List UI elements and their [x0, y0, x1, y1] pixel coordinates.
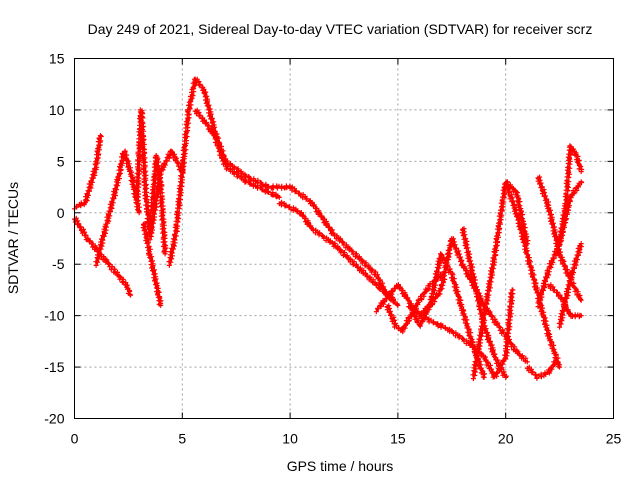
series-track-c: [93, 148, 142, 268]
series-track-b: [72, 215, 134, 298]
series-track-n: [406, 287, 516, 380]
series-track-q: [459, 226, 509, 380]
series-track-x: [556, 143, 585, 248]
marker-points: [276, 199, 397, 303]
x-tick-labels: 0 5 10 15 20 25: [71, 431, 622, 447]
x-tick-label: 20: [498, 431, 514, 447]
marker-points: [192, 76, 293, 191]
series-track-r: [470, 179, 531, 382]
x-tick-label: 5: [178, 431, 186, 447]
chart-title: Day 249 of 2021, Sidereal Day-to-day VTE…: [88, 21, 593, 37]
data-marks: [72, 76, 585, 382]
marker-points: [524, 359, 558, 381]
marker-points: [459, 226, 509, 380]
x-tick-label: 15: [390, 431, 406, 447]
y-tick-labels: -20 -15 -10 -5 0 5 10 15: [44, 51, 64, 427]
series-track-m: [373, 236, 456, 329]
marker-points: [72, 215, 134, 298]
series-track-t: [524, 359, 558, 381]
marker-points: [373, 236, 456, 329]
y-axis-label: SDTVAR / TECUs: [5, 182, 21, 294]
y-tick-label: 10: [49, 102, 65, 118]
series-track-y: [556, 241, 584, 330]
marker-points: [166, 169, 186, 268]
marker-points: [503, 179, 563, 370]
marker-points: [470, 179, 531, 382]
series-track-g: [166, 169, 186, 268]
series-track-s: [503, 179, 563, 370]
y-tick-label: -20: [44, 411, 64, 427]
y-tick-label: -5: [52, 256, 65, 272]
series-track-h: [192, 76, 293, 191]
y-tick-label: -10: [44, 308, 64, 324]
y-tick-label: 5: [57, 153, 65, 169]
series-track-i: [192, 107, 282, 200]
marker-points: [406, 287, 516, 380]
axis-ticks: [74, 58, 614, 419]
x-tick-label: 10: [282, 431, 298, 447]
marker-points: [556, 241, 584, 330]
series-track-a: [72, 133, 104, 212]
plot-frame: [74, 58, 614, 419]
marker-points: [556, 143, 585, 248]
y-tick-label: 15: [49, 51, 65, 67]
marker-points: [93, 148, 142, 268]
marker-points: [192, 107, 282, 200]
x-tick-label: 25: [606, 431, 622, 447]
y-tick-label: -15: [44, 359, 64, 375]
marker-points: [72, 133, 104, 212]
x-tick-label: 0: [71, 431, 79, 447]
x-axis-label: GPS time / hours: [287, 458, 394, 474]
grid-lines: [74, 58, 614, 419]
series-track-k: [276, 199, 397, 303]
y-tick-label: 0: [57, 205, 65, 221]
